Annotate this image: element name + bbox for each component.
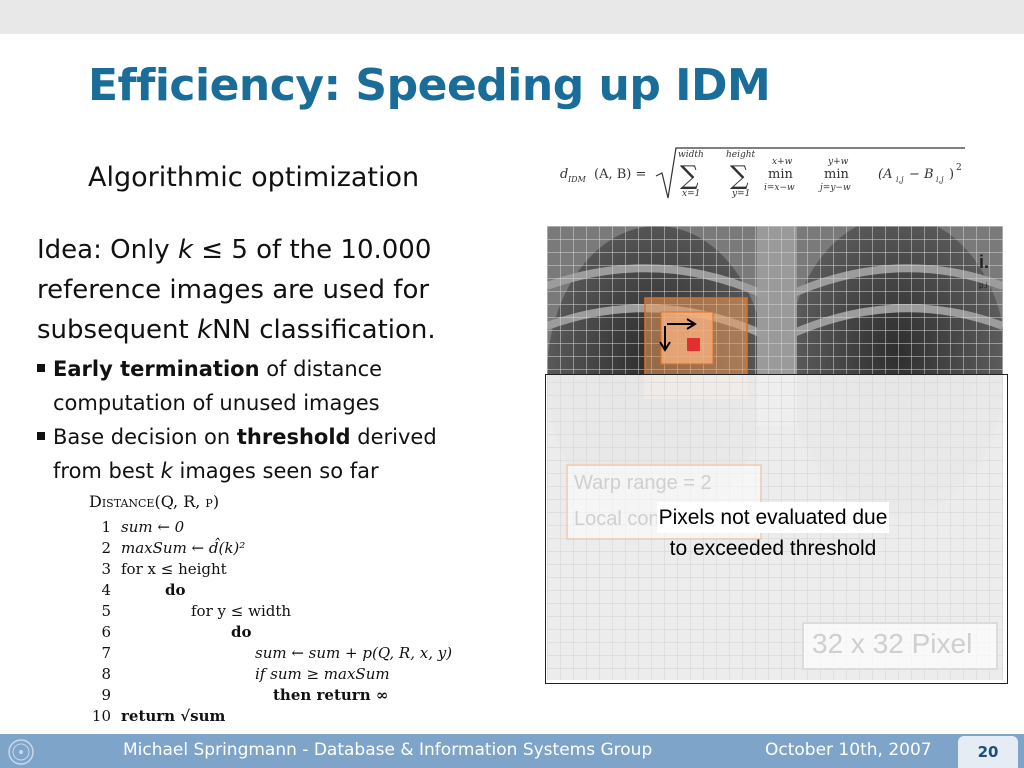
corner-small-label: p.i xyxy=(979,281,988,290)
idea-paragraph: Idea: Only k ≤ 5 of the 10.000 reference… xyxy=(37,230,507,350)
formula-min1-word: min xyxy=(768,167,793,182)
footer-bar xyxy=(0,734,1024,768)
idm-distance-formula: d IDM (A, B) = width ∑ x=1 height ∑ y=1 … xyxy=(560,146,970,206)
bullet-square-icon xyxy=(37,364,45,372)
formula-power: 2 xyxy=(956,163,962,173)
pixel-size-box xyxy=(802,622,998,670)
algorithm-line: 3 for x ≤ height xyxy=(101,560,227,578)
formula-term-end: ) xyxy=(949,167,954,182)
algorithm-line: 7 sum ← sum + p(Q, R, x, y) xyxy=(101,644,453,662)
formula-min2-word: min xyxy=(824,167,849,182)
algorithm-line: 1 sum ← 0 xyxy=(101,518,185,536)
warp-range-label: Warp range = 2 xyxy=(574,472,712,494)
algorithm-header: Distance(Q, R, p) xyxy=(89,492,220,511)
idea-line-2: reference images are used for xyxy=(37,275,430,305)
arrowhead-down-icon xyxy=(659,341,671,352)
formula-term-sub1: i,j xyxy=(896,175,904,184)
not-evaluated-region xyxy=(545,374,1008,684)
formula-min2-bottom: j=y−w xyxy=(818,183,851,193)
algorithm-line: 5 for y ≤ width xyxy=(101,602,292,620)
corner-label: i. xyxy=(979,252,989,272)
formula-min2-top: y+w xyxy=(827,157,849,167)
formula-lhs-args: (A, B) = xyxy=(594,167,646,182)
slide-title: Efficiency: Speeding up IDM xyxy=(88,60,771,111)
algorithm-line: 6 do xyxy=(101,623,252,641)
sum2-symbol: ∑ xyxy=(730,161,749,191)
formula-term-sub2: i,j xyxy=(936,175,944,184)
not-evaluated-caption: Pixels not evaluated due to exceeded thr… xyxy=(618,502,928,564)
formula-term-mid: − B xyxy=(909,167,934,182)
bullet-early-termination: Early termination of distance computatio… xyxy=(37,352,517,420)
bullet-threshold: Base decision on threshold derived from … xyxy=(37,420,517,488)
algorithm-line: 10 return √sum xyxy=(91,707,226,725)
page-number: 20 xyxy=(958,736,1018,768)
formula-sum1-top: width xyxy=(678,150,704,160)
bullet-list: Early termination of distance computatio… xyxy=(37,352,517,488)
top-band xyxy=(0,0,1024,34)
algorithm-line: 4 do xyxy=(101,581,186,599)
slide-subtitle: Algorithmic optimization xyxy=(88,162,420,193)
formula-term: (A xyxy=(878,167,892,182)
formula-sum2-top: height xyxy=(726,150,756,160)
footer-author: Michael Springmann - Database & Informat… xyxy=(123,740,653,760)
sum1-symbol: ∑ xyxy=(680,161,699,191)
pixel-size-label: 32 x 32 Pixel xyxy=(812,628,973,659)
bullet-square-icon xyxy=(37,432,45,440)
radical-sign xyxy=(655,147,965,199)
formula-sum2-bottom: y=1 xyxy=(731,189,750,199)
university-seal-icon xyxy=(4,738,38,766)
formula-min1-top: x+w xyxy=(772,157,793,167)
formula-lhs: d xyxy=(560,167,568,182)
idea-line-1: Idea: Only k ≤ 5 of the 10.000 xyxy=(37,235,432,265)
formula-sum1-bottom: x=1 xyxy=(682,189,700,199)
distance-algorithm: Distance(Q, R, p) 1 sum ← 0 2 maxSum ← d̂(… xyxy=(85,488,465,734)
formula-min1-bottom: i=x−w xyxy=(764,183,795,193)
algorithm-line: 8 if sum ≥ maxSum xyxy=(101,665,390,683)
idea-line-3: subsequent kNN classification. xyxy=(37,315,436,345)
footer-date: October 10th, 2007 xyxy=(765,740,932,760)
algorithm-line: 2 maxSum ← d̂(k)² xyxy=(101,539,246,557)
arrowhead-right-icon xyxy=(686,318,697,330)
current-pixel xyxy=(687,338,700,351)
algorithm-line: 9 then return ∞ xyxy=(101,686,389,704)
formula-lhs-sub: IDM xyxy=(567,175,587,184)
